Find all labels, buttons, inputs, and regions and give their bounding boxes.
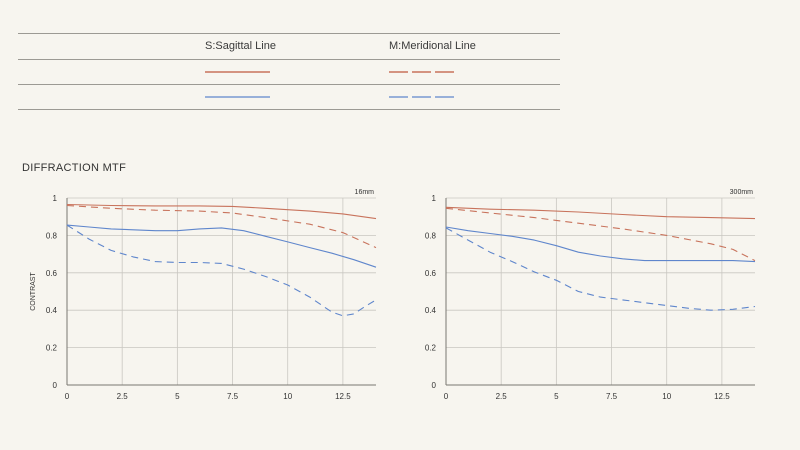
- legend-rule-top: [18, 33, 560, 34]
- chart1-xtick-label-4: 10: [283, 392, 292, 401]
- chart2-xtick-label-5: 12.5: [714, 392, 730, 401]
- chart1-ytick-label-1: 0.2: [46, 344, 58, 353]
- chart1-xtick-label-1: 2.5: [117, 392, 129, 401]
- line-legend-table: S:Sagittal Line M:Meridional Line: [0, 0, 800, 120]
- chart2-red-solid-line: [445, 206, 756, 220]
- chart2-ytick-label-4: 0.8: [425, 231, 437, 240]
- chart2-ytick-label-0: 0: [432, 381, 437, 390]
- chart1-ytick-label-5: 1: [53, 194, 58, 203]
- chart2-red-dashed-line: [445, 207, 756, 262]
- chart1-ytick-label-0: 0: [53, 381, 58, 390]
- chart1-ytick-label-4: 0.8: [46, 231, 58, 240]
- legend-rule-bottom: [18, 109, 560, 110]
- chart2-xtick-label-3: 7.5: [606, 392, 618, 401]
- chart2-blue-solid-line: [445, 226, 756, 263]
- legend-rule-1: [18, 59, 560, 60]
- chart2-xtick-label-2: 5: [554, 392, 559, 401]
- chart2-focal-length-title: 300mm: [730, 189, 754, 196]
- chart1-xtick-label-0: 0: [65, 392, 70, 401]
- chart2-ytick-label-1: 0.2: [425, 344, 437, 353]
- chart2-ytick-label-5: 1: [432, 194, 437, 203]
- chart1-xtick-label-2: 5: [175, 392, 180, 401]
- chart1-xtick-label-5: 12.5: [335, 392, 351, 401]
- meridional-line-heading: M:Meridional Line: [389, 40, 476, 52]
- chart2-blue-dashed-line: [445, 227, 756, 311]
- chart1-ytick-label-2: 0.4: [46, 306, 58, 315]
- sagittal-line-heading: S:Sagittal Line: [205, 40, 276, 52]
- chart1-red-dashed-line: [66, 204, 377, 249]
- legend-rule-2: [18, 84, 560, 85]
- chart2-ytick-label-2: 0.4: [425, 306, 437, 315]
- chart1-red-solid-line: [66, 203, 377, 220]
- legend-swatches: [205, 71, 454, 98]
- chart1-focal-length-title: 16mm: [355, 189, 375, 196]
- chart1-ytick-label-3: 0.6: [46, 269, 58, 278]
- chart2-xtick-label-0: 0: [444, 392, 449, 401]
- chart1-y-axis-label: CONTRAST: [30, 272, 37, 311]
- chart1-blue-dashed-line: [66, 224, 377, 317]
- section-title: DIFFRACTION MTF: [22, 162, 127, 174]
- chart1-blue-solid-line: [66, 224, 377, 268]
- chart2-xtick-label-4: 10: [662, 392, 671, 401]
- chart1-xtick-label-3: 7.5: [227, 392, 239, 401]
- chart2-xtick-label-1: 2.5: [496, 392, 508, 401]
- chart2-ytick-label-3: 0.6: [425, 269, 437, 278]
